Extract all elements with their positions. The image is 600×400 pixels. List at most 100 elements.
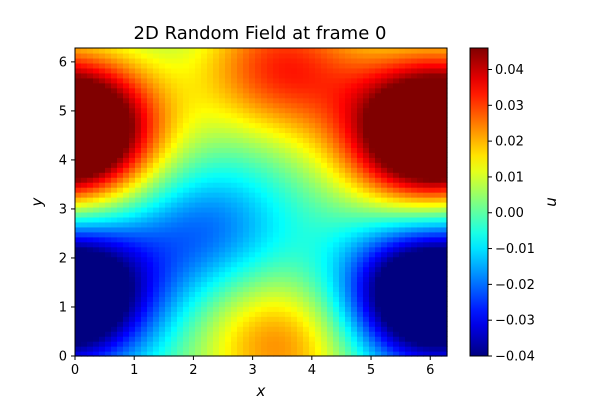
heatmap-cell [183,137,190,143]
heatmap-cell [189,112,196,119]
colorbar-ticks: −0.04−0.03−0.02−0.010.000.010.020.030.04 [488,63,535,365]
heatmap-cell [273,336,280,342]
heatmap-cell [243,211,250,218]
heatmap-cell [213,152,220,158]
heatmap-cell [207,107,214,114]
heatmap-cell [117,241,124,248]
heatmap-cell [327,316,334,322]
heatmap-cell [117,87,124,94]
heatmap-cell [219,87,226,94]
heatmap-cell [399,127,406,134]
heatmap-cell [243,231,250,238]
heatmap-cell [231,52,238,59]
y-tick-label: 0 [59,350,67,365]
heatmap-cell [237,266,244,273]
heatmap-cell [357,192,364,198]
heatmap-cell [279,157,286,163]
heatmap-cell [327,351,334,357]
heatmap-cell [75,57,82,64]
heatmap-cell [165,341,172,347]
heatmap-cell [435,197,442,203]
heatmap-cell [153,336,160,342]
heatmap-cell [345,48,352,54]
heatmap-cell [201,236,208,243]
heatmap-cell [435,97,442,104]
heatmap-cell [333,117,340,124]
heatmap-cell [291,112,298,119]
heatmap-cell [255,102,262,109]
heatmap-cell [141,92,148,99]
heatmap-cell [195,72,202,79]
heatmap-cell [237,236,244,243]
heatmap-cell [369,336,376,342]
heatmap-cell [243,87,250,94]
heatmap-cell [105,211,112,218]
heatmap-cell [99,206,106,213]
heatmap-cell [165,157,172,163]
heatmap-cell [363,82,370,89]
heatmap-cell [405,341,412,347]
heatmap-cell [411,167,418,173]
heatmap-cell [297,117,304,124]
heatmap-cell [237,351,244,357]
heatmap-cell [429,107,436,114]
heatmap-cell [339,197,346,203]
heatmap-cell [93,281,100,288]
heatmap-cell [309,112,316,119]
heatmap-cell [441,221,448,228]
heatmap-cell [363,336,370,342]
heatmap-cell [165,102,172,109]
heatmap-cell [393,182,400,188]
heatmap-cell [333,52,340,59]
heatmap-cell [117,157,124,163]
heatmap-cell [435,216,442,223]
heatmap-cell [399,331,406,337]
heatmap-cell [111,221,118,228]
heatmap-cell [315,202,322,208]
heatmap-cell [273,167,280,173]
heatmap-cell [249,77,256,84]
heatmap-cell [339,147,346,153]
heatmap-cell [147,92,154,99]
heatmap-cell [219,276,226,283]
heatmap-cell [87,226,94,233]
heatmap-cell [321,246,328,253]
heatmap-cell [81,256,88,263]
heatmap-cell [411,266,418,273]
heatmap-cell [201,57,208,64]
heatmap-cell [147,82,154,89]
heatmap-cell [309,167,316,173]
heatmap-cell [315,301,322,307]
heatmap-cell [327,187,334,193]
heatmap-cell [93,241,100,248]
heatmap-cell [105,221,112,228]
heatmap-cell [387,67,394,74]
heatmap-cell [159,157,166,163]
heatmap-cell [99,182,106,188]
heatmap-cell [357,331,364,337]
heatmap-cell [417,177,424,183]
heatmap-cell [417,331,424,337]
heatmap-cell [213,172,220,178]
heatmap-cell [219,82,226,89]
heatmap-cell [309,48,316,54]
heatmap-cell [411,331,418,337]
heatmap-cell [285,132,292,139]
heatmap-cell [105,197,112,203]
heatmap-cell [105,137,112,143]
heatmap-cell [159,221,166,228]
heatmap-cell [369,236,376,243]
heatmap-cell [201,296,208,302]
heatmap-cell [135,127,142,134]
heatmap-cell [297,102,304,109]
heatmap-cell [201,246,208,253]
heatmap-cell [147,271,154,278]
heatmap-cell [351,112,358,119]
heatmap-cell [339,182,346,188]
heatmap-cell [195,226,202,233]
heatmap-cell [441,97,448,104]
heatmap-cell [201,306,208,312]
heatmap-cell [129,187,136,193]
heatmap-cell [147,351,154,357]
heatmap-cell [441,341,448,347]
